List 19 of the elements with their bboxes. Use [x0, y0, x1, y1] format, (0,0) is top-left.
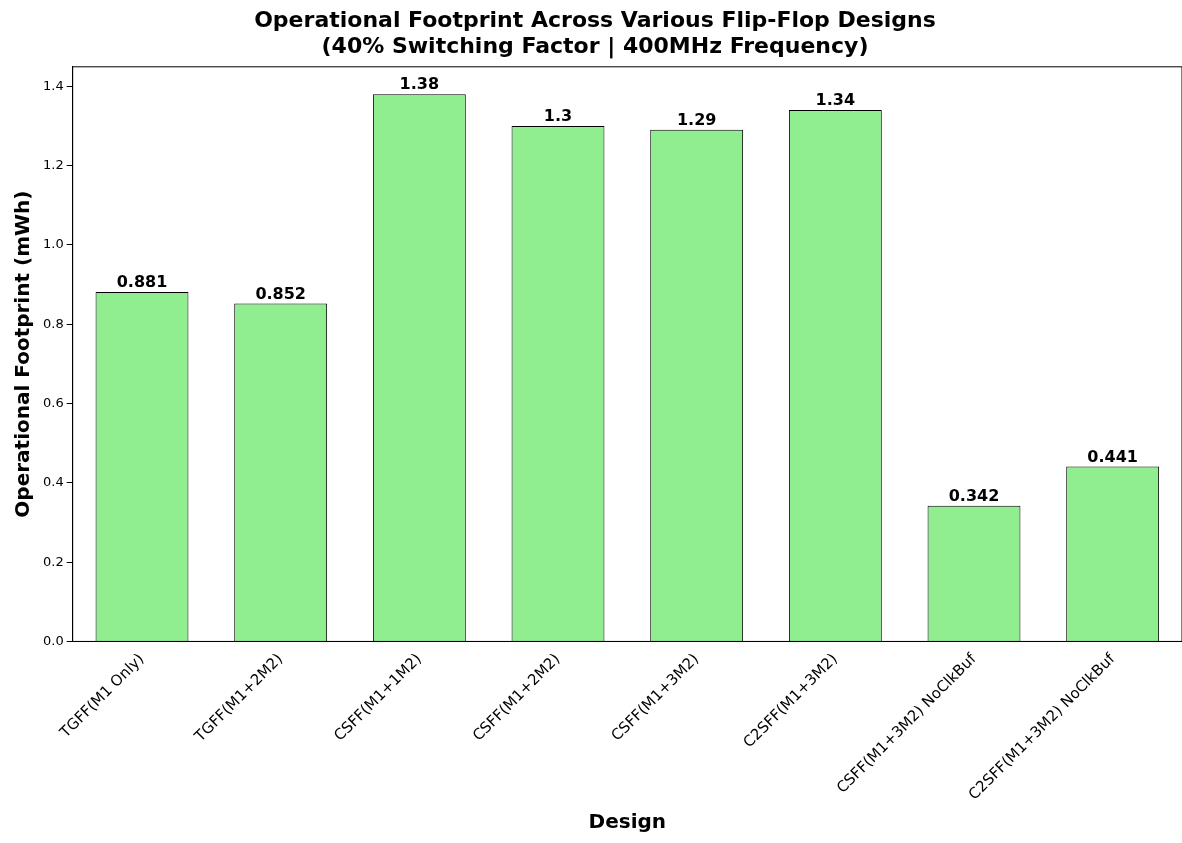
- y-tick-label: 0.8: [42, 315, 64, 331]
- data-label: 0.342: [948, 485, 1000, 505]
- data-label: 1.29: [676, 110, 717, 130]
- y-tick-label: 1.2: [42, 156, 64, 172]
- data-label: 0.881: [116, 272, 168, 292]
- y-tick-label: 0.6: [42, 394, 64, 410]
- chart-title: Operational Footprint Across Various Flip-Flop Designs (40% Switching Factor | 400MHz Frequency): [254, 6, 936, 60]
- y-tick-label: 0.0: [42, 632, 64, 648]
- data-label: 1.3: [543, 106, 573, 126]
- data-label: 0.852: [255, 283, 306, 303]
- y-tick-label: 0.4: [42, 474, 64, 490]
- data-label: 0.441: [1087, 446, 1138, 466]
- x-axis-title: Design: [588, 809, 667, 834]
- data-label: 1.34: [815, 90, 856, 110]
- data-label: 1.38: [399, 74, 440, 94]
- y-tick-label: 1.0: [42, 236, 64, 252]
- y-tick-label: 1.4: [42, 77, 64, 93]
- y-tick-label: 0.2: [42, 553, 64, 569]
- y-axis-title: Operational Footprint (mWh): [10, 190, 35, 518]
